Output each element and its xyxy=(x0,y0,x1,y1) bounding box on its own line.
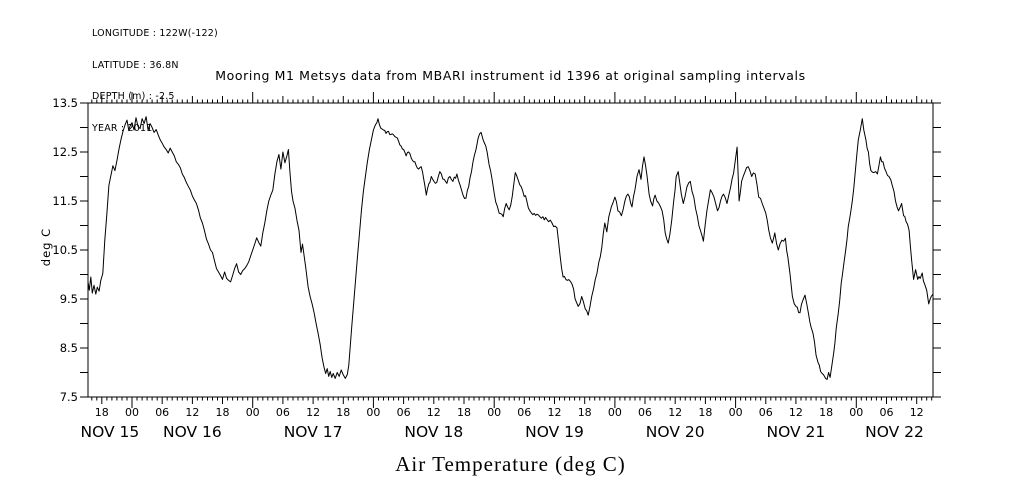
hour-tick-label: 00 xyxy=(487,406,501,419)
hour-tick-label: 18 xyxy=(698,406,712,419)
x-axis-ticks xyxy=(91,92,933,408)
hour-tick-label: 12 xyxy=(548,406,562,419)
date-label: NOV 19 xyxy=(525,423,584,441)
hour-tick-label: 12 xyxy=(668,406,682,419)
date-label: NOV 22 xyxy=(865,423,924,441)
hour-tick-label: 06 xyxy=(759,406,773,419)
date-labels: NOV 15 NOV 16 NOV 17 NOV 18 NOV 19 NOV 20 NOV … xyxy=(81,423,924,441)
y-axis-ticks xyxy=(80,102,941,398)
hour-tick-label: 06 xyxy=(397,406,411,419)
y-tick-label: 11.5 xyxy=(52,194,78,208)
metadata-line-latitude: LATITUDE : 36.8N xyxy=(92,59,179,71)
y-tick-label: 9.5 xyxy=(60,292,78,306)
plot-frame xyxy=(87,102,934,398)
hour-tick-label: 18 xyxy=(578,406,592,419)
x-axis-title: Air Temperature (deg C) xyxy=(395,452,626,476)
hour-tick-label: 00 xyxy=(608,406,622,419)
hour-tick-label: 00 xyxy=(849,406,863,419)
hour-tick-labels: 18 00 06 12 18 00 06 12 18 00 06 12 18 00 06 12 18 00 06 12… xyxy=(95,406,924,419)
hour-tick-label: 12 xyxy=(910,406,924,419)
hour-tick-label: 06 xyxy=(155,406,169,419)
date-label: NOV 16 xyxy=(163,423,222,441)
y-tick-label: 13.5 xyxy=(52,96,78,110)
y-tick-label: 12.5 xyxy=(52,145,78,159)
date-label: NOV 20 xyxy=(646,423,705,441)
y-tick-label: 8.5 xyxy=(60,341,78,355)
temperature-series-line xyxy=(87,116,934,380)
hour-tick-label: 18 xyxy=(457,406,471,419)
hour-tick-label: 06 xyxy=(638,406,652,419)
hour-tick-label: 18 xyxy=(819,406,833,419)
date-label: NOV 17 xyxy=(284,423,343,441)
y-tick-label: 7.5 xyxy=(60,390,78,404)
hour-tick-label: 00 xyxy=(125,406,139,419)
hour-tick-label: 00 xyxy=(246,406,260,419)
metadata-line-longitude: LONGITUDE : 122W(-122) xyxy=(92,28,218,39)
y-tick-label: 10.5 xyxy=(52,243,78,257)
hour-tick-label: 06 xyxy=(276,406,290,419)
hour-tick-label: 18 xyxy=(216,406,230,419)
y-tick-labels: 13.5 12.5 11.5 10.5 9.5 8.5 7.5 xyxy=(52,96,78,404)
hour-tick-label: 18 xyxy=(336,406,350,419)
date-label: NOV 21 xyxy=(767,423,826,441)
hour-tick-label: 00 xyxy=(366,406,380,419)
date-label: NOV 15 xyxy=(81,423,140,441)
hour-tick-label: 12 xyxy=(789,406,803,419)
chart-title: Mooring M1 Metsys data from MBARI instru… xyxy=(215,68,806,83)
hour-tick-label: 12 xyxy=(306,406,320,419)
hour-tick-label: 12 xyxy=(427,406,441,419)
hour-tick-label: 06 xyxy=(880,406,894,419)
date-label: NOV 18 xyxy=(404,423,463,441)
hour-tick-label: 18 xyxy=(95,406,109,419)
hour-tick-label: 12 xyxy=(185,406,199,419)
hour-tick-label: 00 xyxy=(729,406,743,419)
metadata-line-depth: DEPTH (m) : -2.5 xyxy=(92,91,175,102)
hour-tick-label: 06 xyxy=(517,406,531,419)
